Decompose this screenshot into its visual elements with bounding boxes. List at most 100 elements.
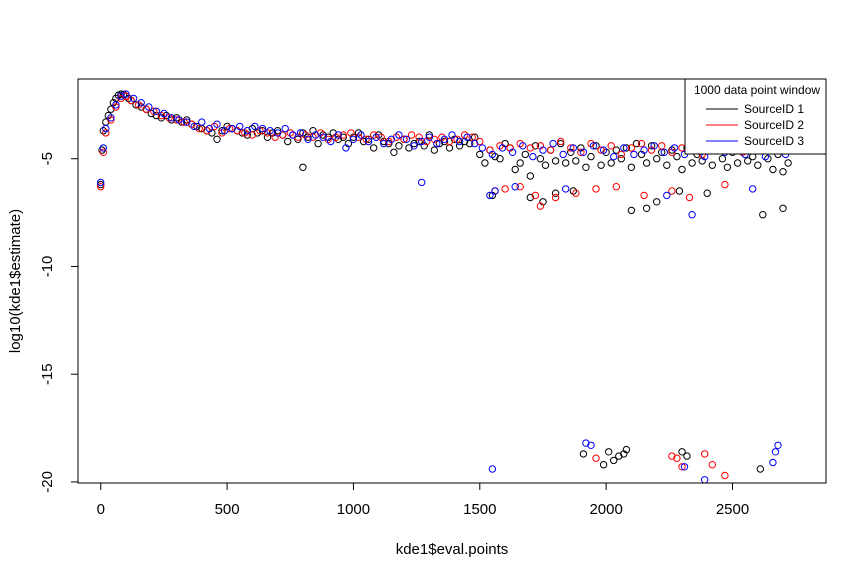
- data-point: [203, 127, 211, 135]
- data-point: [375, 131, 383, 139]
- data-point: [668, 148, 676, 157]
- data-point: [569, 144, 577, 152]
- data-point: [466, 139, 474, 148]
- data-point: [225, 124, 234, 133]
- data-point: [642, 204, 651, 213]
- data-point: [107, 105, 115, 113]
- data-point: [519, 142, 527, 150]
- data-point: [516, 159, 524, 167]
- data-point: [102, 124, 110, 133]
- data-point: [562, 159, 570, 167]
- data-points: [97, 90, 792, 484]
- data-point: [205, 124, 214, 133]
- data-point: [266, 127, 274, 135]
- data-point: [764, 155, 772, 163]
- data-point: [511, 183, 519, 191]
- data-point: [248, 131, 257, 139]
- data-point: [526, 144, 534, 152]
- data-point: [562, 185, 570, 193]
- data-point: [599, 146, 608, 154]
- data-point: [296, 129, 305, 137]
- data-point: [273, 129, 282, 137]
- data-point: [668, 452, 676, 460]
- data-point: [627, 144, 636, 152]
- data-point: [680, 463, 689, 471]
- data-point: [236, 122, 244, 131]
- data-point: [703, 189, 711, 197]
- data-point: [620, 144, 628, 152]
- data-point: [286, 129, 294, 137]
- data-point: [701, 450, 709, 458]
- data-point: [433, 139, 441, 148]
- data-point: [299, 163, 307, 172]
- data-point: [440, 137, 449, 146]
- data-point: [526, 193, 534, 202]
- data-point: [425, 133, 433, 141]
- data-point: [653, 155, 661, 163]
- data-point: [754, 161, 762, 169]
- data-point: [670, 144, 679, 152]
- data-point: [678, 448, 686, 456]
- data-point: [531, 191, 540, 200]
- data-point: [362, 135, 370, 144]
- data-point: [387, 135, 396, 144]
- data-point: [117, 94, 125, 103]
- data-point: [476, 137, 484, 146]
- data-point: [347, 129, 355, 137]
- data-point: [271, 133, 279, 141]
- data-point: [769, 165, 777, 174]
- data-point: [263, 133, 272, 141]
- data-point: [678, 463, 686, 471]
- data-point: [769, 458, 777, 467]
- data-point: [188, 120, 196, 128]
- legend-label-sourceid-1: SourceID 1: [744, 102, 804, 116]
- data-point: [213, 120, 221, 128]
- data-point: [587, 441, 595, 449]
- data-point: [109, 99, 118, 107]
- data-point: [357, 131, 365, 139]
- data-point: [658, 142, 666, 150]
- data-point: [455, 142, 464, 150]
- data-point: [172, 116, 181, 124]
- data-point: [642, 159, 651, 167]
- data-point: [165, 114, 173, 122]
- x-tick-label: 500: [215, 501, 240, 518]
- data-point: [243, 127, 252, 135]
- y-axis: -20 -15 -10 -5: [39, 152, 79, 493]
- data-point: [721, 471, 729, 480]
- data-point: [425, 131, 433, 139]
- data-point: [324, 135, 332, 144]
- data-point: [407, 131, 416, 139]
- data-point: [294, 135, 302, 144]
- data-point: [587, 152, 595, 161]
- data-point: [771, 448, 780, 456]
- data-point: [579, 450, 588, 458]
- data-point: [627, 206, 636, 215]
- data-point: [314, 139, 322, 148]
- data-point: [430, 146, 438, 154]
- data-point: [673, 454, 681, 462]
- y-axis-title: log10(kde1$estimate): [7, 209, 24, 353]
- data-point: [756, 465, 764, 473]
- data-point: [478, 144, 486, 152]
- data-point: [463, 133, 471, 141]
- data-point: [354, 129, 363, 137]
- data-point: [107, 116, 115, 124]
- x-tick-label: 1500: [463, 501, 496, 518]
- data-point: [557, 137, 565, 146]
- data-point: [557, 139, 565, 148]
- data-point: [342, 144, 350, 152]
- y-tick-label: -10: [39, 256, 56, 278]
- data-point: [508, 148, 517, 157]
- data-point: [718, 155, 727, 163]
- data-point: [683, 452, 691, 460]
- data-point: [241, 129, 249, 137]
- data-point: [102, 129, 110, 137]
- data-point: [402, 135, 411, 144]
- data-point: [607, 142, 615, 150]
- data-point: [488, 150, 497, 159]
- legend-label-sourceid-3: SourceID 3: [744, 134, 804, 148]
- data-point: [349, 133, 358, 141]
- data-point: [541, 161, 550, 169]
- series-sourceid-3: [97, 90, 790, 484]
